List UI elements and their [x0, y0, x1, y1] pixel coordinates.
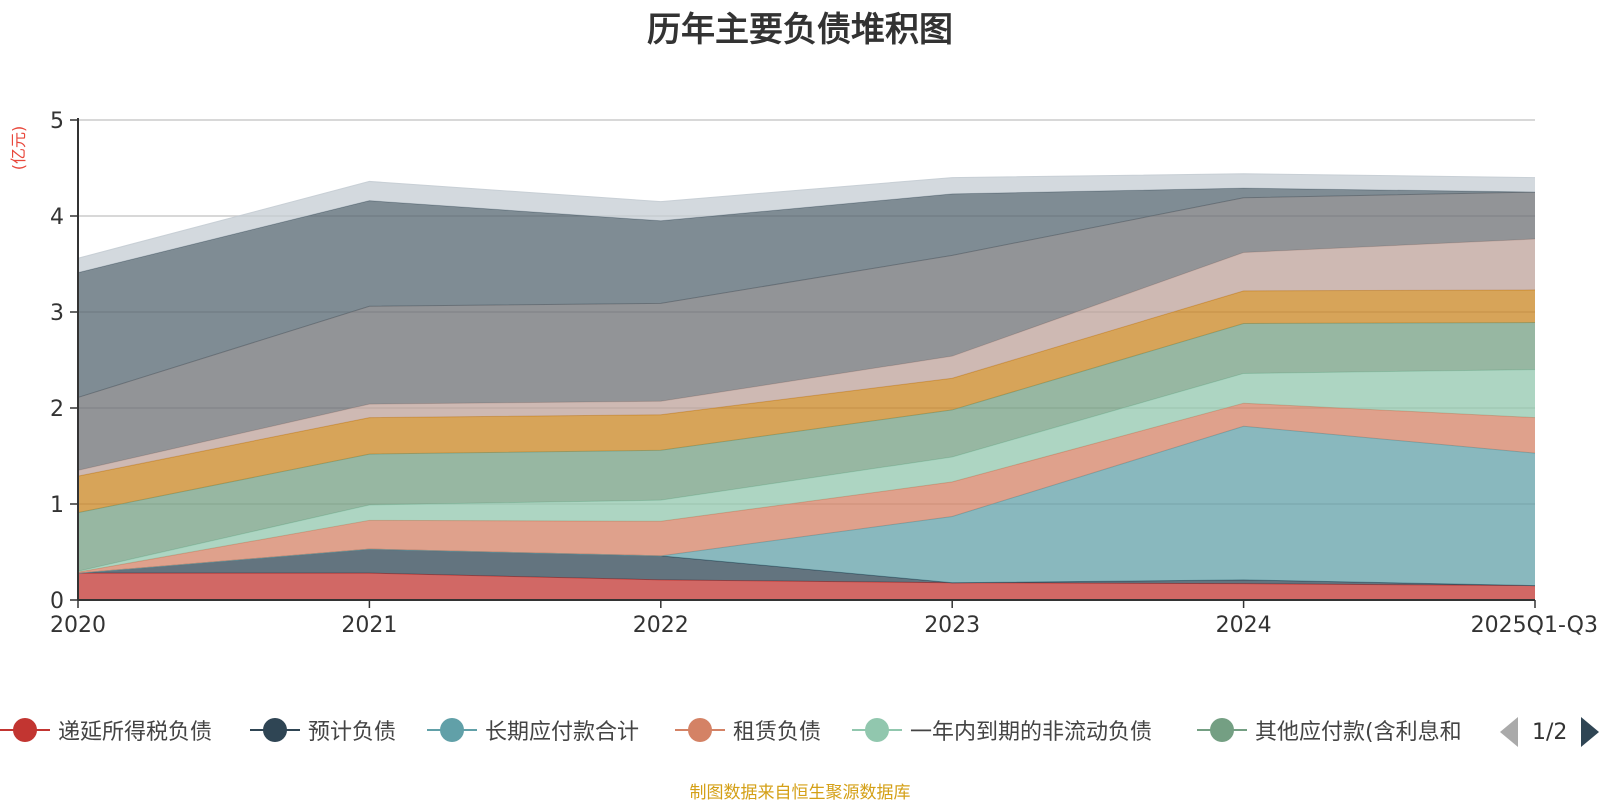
legend-item-1[interactable]: 预计负债	[250, 710, 396, 750]
legend-label-4: 一年内到期的非流动负债	[910, 720, 1153, 745]
legend-marker-5	[1197, 715, 1247, 745]
area-series-8	[78, 192, 1535, 471]
legend-next-page-icon[interactable]	[1581, 717, 1600, 747]
area-layer	[77, 173, 1536, 600]
x-tick-label-0: 2020	[50, 613, 106, 638]
x-tick-label-2: 2022	[633, 613, 689, 638]
legend-item-5[interactable]: 其他应付款(含利息和	[1197, 710, 1462, 750]
legend-marker-3	[675, 715, 725, 745]
legend: 递延所得税负债 预计负债 长期应付款合计 租赁负债 一年内到期的非流动负债 其他…	[0, 710, 1600, 750]
area-series-line-10	[77, 173, 1536, 259]
area-series-0	[78, 573, 1535, 600]
legend-prev-page-icon[interactable]	[1500, 717, 1518, 747]
y-tick-label-1: 1	[50, 493, 64, 518]
legend-marker-4	[852, 715, 902, 745]
legend-item-4[interactable]: 一年内到期的非流动负债	[852, 710, 1152, 750]
y-tick-label-2: 2	[50, 397, 64, 422]
x-tick-label-3: 2023	[924, 613, 980, 638]
legend-page-indicator: 1/2	[1532, 719, 1568, 745]
chart-title: 历年主要负债堆积图	[647, 10, 953, 50]
area-series-4	[78, 369, 1535, 573]
area-series-2	[78, 426, 1535, 586]
stacked-area-chart: 0 1 2 3 4 5 2020 2021 2022 2023 2024 2025Q1-Q3	[50, 109, 1598, 638]
area-series-10	[78, 173, 1535, 273]
legend-marker-2	[427, 715, 477, 745]
data-source-note: 制图数据来自恒生聚源数据库	[689, 783, 911, 803]
legend-label-3: 租赁负债	[733, 720, 822, 745]
y-tick-label-3: 3	[50, 301, 64, 326]
area-series-5	[78, 322, 1535, 572]
legend-label-5: 其他应付款(含利息和	[1255, 720, 1462, 745]
area-series-7	[78, 239, 1535, 477]
legend-item-2[interactable]: 长期应付款合计	[427, 710, 639, 750]
x-tick-label-5: 2025Q1-Q3	[1471, 613, 1598, 638]
legend-pager: 1/2	[1500, 712, 1600, 752]
legend-label-0: 递延所得税负债	[58, 720, 213, 745]
legend-marker-1	[250, 715, 300, 745]
axis-layer: 0 1 2 3 4 5 2020 2021 2022 2023 2024 2025Q1-Q3	[50, 109, 1598, 638]
legend-marker-0	[0, 715, 50, 745]
legend-label-1: 预计负债	[308, 720, 397, 745]
area-series-6	[78, 289, 1535, 513]
area-series-1	[78, 549, 1535, 586]
legend-item-3[interactable]: 租赁负债	[675, 710, 821, 750]
y-tick-label-5: 5	[50, 109, 64, 134]
area-series-9	[78, 188, 1535, 398]
legend-label-2: 长期应付款合计	[485, 720, 640, 745]
y-tick-label-4: 4	[50, 205, 64, 230]
x-tick-label-4: 2024	[1216, 613, 1272, 638]
legend-item-0[interactable]: 递延所得税负债	[0, 710, 212, 750]
x-tick-label-1: 2021	[341, 613, 397, 638]
y-tick-label-0: 0	[50, 589, 64, 614]
area-series-3	[78, 403, 1535, 574]
